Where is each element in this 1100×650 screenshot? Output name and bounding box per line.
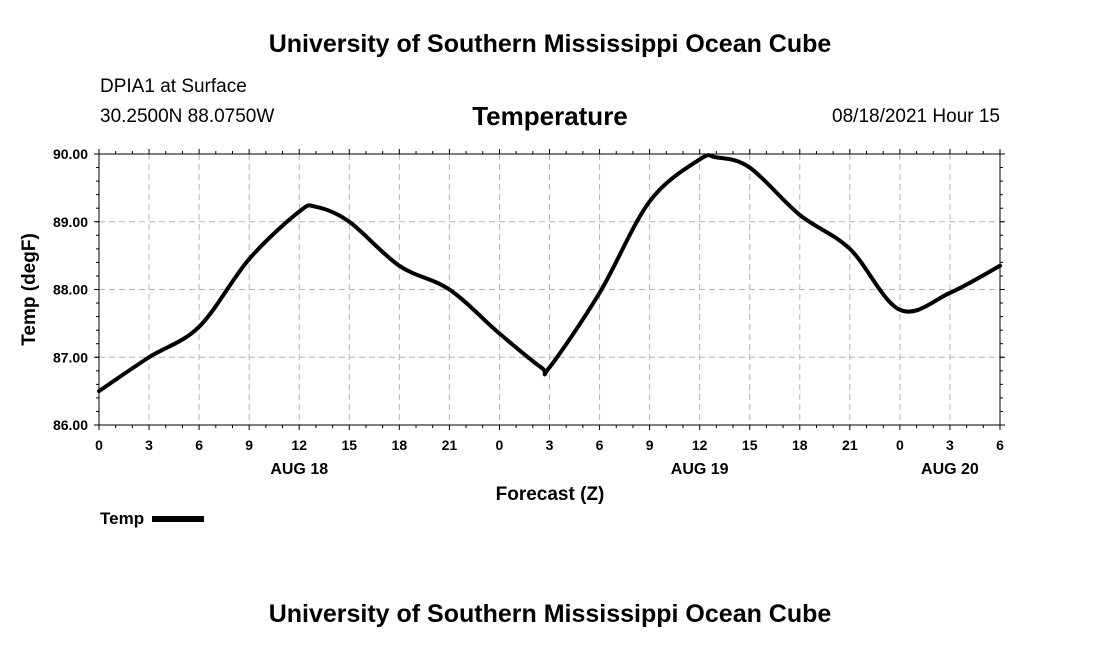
legend-label: Temp xyxy=(100,509,145,528)
header-title: University of Southern Mississippi Ocean… xyxy=(268,30,832,58)
x-tick-label: 0 xyxy=(896,437,904,453)
x-tick-label: 12 xyxy=(291,437,307,453)
legend-line-swatch xyxy=(152,516,205,522)
x-tick-label: 21 xyxy=(442,437,458,453)
x-tick-label: 18 xyxy=(392,437,408,453)
station-name: DPIA1 at Surface xyxy=(100,76,247,97)
x-tick-label: 6 xyxy=(596,437,604,453)
x-tick-label: 9 xyxy=(646,437,654,453)
footer-title: University of Southern Mississippi Ocean… xyxy=(268,600,832,628)
x-tick-label: 0 xyxy=(496,437,504,453)
date-label: AUG 20 xyxy=(921,461,979,478)
x-axis-title: Forecast (Z) xyxy=(496,484,605,505)
y-tick-label: 86.00 xyxy=(53,417,88,433)
x-tick-label: 18 xyxy=(792,437,808,453)
y-tick-label: 90.00 xyxy=(53,146,88,162)
x-tick-label: 15 xyxy=(341,437,357,453)
station-coords: 30.2500N 88.0750W xyxy=(100,106,275,127)
y-tick-label: 87.00 xyxy=(53,349,88,365)
x-tick-label: 6 xyxy=(996,437,1004,453)
y-tick-label: 88.00 xyxy=(53,282,88,298)
x-tick-label: 3 xyxy=(946,437,954,453)
x-tick-label: 0 xyxy=(95,437,103,453)
legend: Temp xyxy=(100,509,205,529)
x-tick-label: 21 xyxy=(842,437,858,453)
x-tick-label: 3 xyxy=(546,437,554,453)
y-axis-title: Temp (degF) xyxy=(19,233,40,346)
x-tick-label: 3 xyxy=(145,437,153,453)
y-tick-label: 89.00 xyxy=(53,214,88,230)
chart-title: Temperature xyxy=(472,101,628,131)
forecast-datetime: 08/18/2021 Hour 15 xyxy=(832,106,1000,127)
date-label: AUG 18 xyxy=(270,461,328,478)
temp-series-line xyxy=(97,153,1002,394)
x-tick-label: 15 xyxy=(742,437,758,453)
x-tick-label: 6 xyxy=(195,437,203,453)
x-tick-label: 12 xyxy=(692,437,708,453)
date-label: AUG 19 xyxy=(671,461,729,478)
x-tick-label: 9 xyxy=(245,437,253,453)
